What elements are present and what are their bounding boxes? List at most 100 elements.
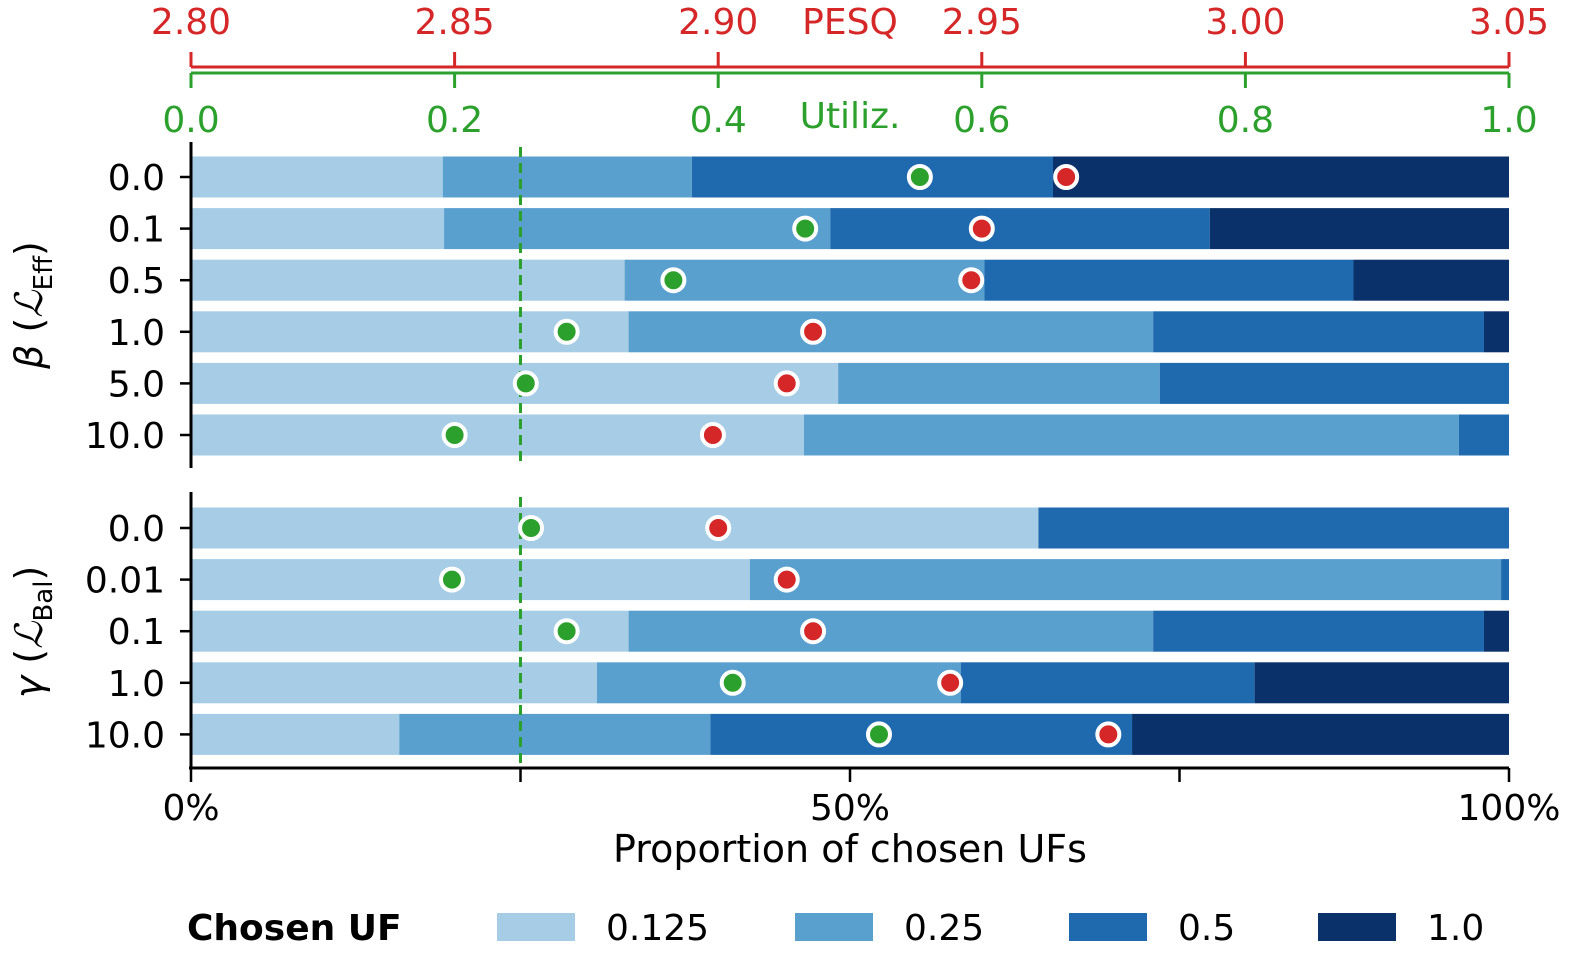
x-axis: Proportion of chosen UFs 0% 50% 100% — [162, 766, 1561, 871]
pesq-marker — [800, 318, 827, 345]
group-loss-symbol: ℒ — [7, 620, 51, 649]
y-tick-label: 0.1 — [108, 210, 165, 251]
utilization-marker — [553, 318, 580, 345]
utilization-marker — [660, 267, 687, 294]
y-tick-label: 0.1 — [108, 612, 165, 653]
legend-label: 1.0 — [1427, 908, 1484, 949]
legend: Chosen UF 0.125 0.25 0.5 1.0 — [187, 908, 1484, 949]
utilization-tick-label: 0.6 — [953, 100, 1010, 141]
group-loss-subscript: Bal — [29, 581, 59, 622]
bar-segment — [628, 311, 1154, 353]
y-tick-label: 0.0 — [108, 158, 165, 199]
bar-segment — [1052, 156, 1509, 198]
group-loss-subscript: Eff — [29, 255, 59, 290]
y-tick-label: 10.0 — [85, 416, 165, 457]
pesq-marker — [937, 669, 964, 696]
legend-swatch — [795, 913, 873, 941]
group-label: β (ℒEff) — [7, 241, 59, 370]
bar-segment — [830, 208, 1210, 250]
bar-segment — [1159, 362, 1509, 404]
y-tick-label: 1.0 — [108, 313, 165, 354]
bar-segment — [191, 208, 445, 250]
bar-row: 0.5 — [108, 259, 1509, 302]
group-symbol: γ — [7, 673, 51, 698]
bar-segment — [1353, 259, 1509, 301]
pesq-tick-label: 2.90 — [678, 2, 758, 43]
group-paren-close: ) — [7, 241, 51, 256]
group-paren-open: ( — [7, 318, 51, 345]
utilization-axis: Utiliz. 0.0 0.2 0.4 0.6 0.8 1.0 — [162, 71, 1538, 141]
utilization-marker — [518, 515, 545, 541]
x-axis-title: Proportion of chosen UFs — [613, 827, 1087, 871]
bar-row: 5.0 — [108, 362, 1509, 405]
utilization-tick-label: 0.4 — [690, 100, 747, 141]
x-tick-label: 100% — [1458, 788, 1561, 829]
bar-segment — [191, 559, 750, 601]
y-tick-label: 1.0 — [108, 664, 165, 705]
bar-row: 10.0 — [85, 414, 1509, 457]
pesq-tick-label: 2.80 — [151, 2, 231, 43]
group-beta: 0.0 0.1 0.5 1.0 5.0 10.0 β (ℒEff) — [7, 142, 1509, 468]
utilization-marker — [553, 618, 580, 645]
bar-segment — [1209, 208, 1509, 250]
utilization-axis-title: Utiliz. — [800, 96, 901, 137]
x-tick-label: 0% — [162, 788, 219, 829]
bar-row: 0.1 — [108, 208, 1509, 251]
bar-segment — [399, 713, 711, 755]
pesq-marker — [773, 370, 800, 397]
legend-swatch — [497, 913, 575, 941]
legend-label: 0.25 — [904, 908, 984, 949]
bar-row: 0.0 — [108, 507, 1509, 550]
group-paren-close: ) — [7, 566, 51, 581]
pesq-marker — [699, 422, 726, 448]
utilization-tick-label: 1.0 — [1480, 100, 1537, 141]
pesq-tick-label: 2.85 — [415, 2, 495, 43]
bar-segment — [628, 610, 1154, 652]
bar-segment — [191, 662, 597, 704]
bar-row: 0.0 — [108, 156, 1509, 199]
pesq-tick-label: 3.05 — [1469, 2, 1549, 43]
y-tick-label: 0.5 — [108, 261, 165, 302]
bar-segment — [1254, 662, 1509, 704]
pesq-tick-label: 2.95 — [942, 2, 1022, 43]
bar-segment — [442, 156, 692, 198]
bar-row: 0.01 — [85, 559, 1509, 602]
bar-segment — [191, 713, 400, 755]
group-symbol: β — [7, 345, 51, 370]
group-label: γ (ℒBal) — [7, 566, 59, 699]
legend-label: 0.125 — [606, 908, 709, 949]
bar-segment — [1483, 311, 1509, 353]
bar-segment — [1153, 610, 1484, 652]
pesq-tick-label: 3.00 — [1205, 2, 1285, 43]
utilization-tick-label: 0.8 — [1217, 100, 1274, 141]
bar-segment — [596, 662, 961, 704]
y-tick-label: 0.01 — [85, 561, 165, 602]
bar-segment — [1153, 311, 1484, 353]
utilization-marker — [438, 566, 465, 593]
bar-segment — [191, 259, 625, 301]
bar-row: 1.0 — [108, 662, 1509, 705]
legend-swatch — [1069, 913, 1147, 941]
utilization-marker — [865, 721, 892, 748]
legend-title: Chosen UF — [187, 908, 402, 949]
group-gamma: 0.0 0.01 0.1 1.0 10.0 γ (ℒBal) — [7, 492, 1509, 768]
bar-segment — [191, 507, 1039, 549]
pesq-marker — [958, 267, 985, 294]
bar-segment — [1483, 610, 1509, 652]
y-tick-label: 10.0 — [85, 715, 165, 756]
utilization-tick-label: 0.0 — [162, 100, 219, 141]
utilization-tick-label: 0.2 — [426, 100, 483, 141]
utilization-marker — [906, 164, 933, 190]
bar-segment — [803, 414, 1459, 456]
bar-segment — [984, 259, 1354, 301]
bar-segment — [838, 362, 1160, 404]
pesq-axis: PESQ 2.80 2.85 2.90 2.95 3.00 3.05 — [151, 2, 1549, 69]
pesq-marker — [1095, 721, 1122, 748]
utilization-marker — [512, 370, 539, 397]
legend-swatch — [1318, 913, 1396, 941]
bar-row: 10.0 — [85, 713, 1509, 756]
bar-segment — [710, 713, 1133, 755]
pesq-marker — [705, 515, 732, 541]
bar-segment — [960, 662, 1255, 704]
